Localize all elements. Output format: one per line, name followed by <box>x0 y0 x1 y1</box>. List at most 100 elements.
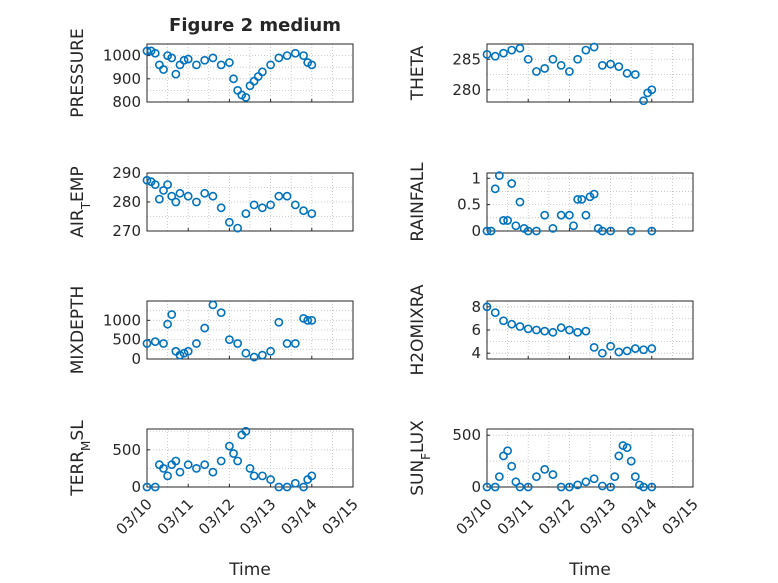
data-point <box>589 189 599 199</box>
data-point <box>224 335 234 345</box>
data-point <box>494 472 504 482</box>
x-tick-label: 03/13 <box>576 495 619 538</box>
data-point <box>154 194 164 204</box>
data-point <box>208 191 218 201</box>
data-point <box>241 348 251 358</box>
data-point <box>565 325 574 335</box>
data-point <box>511 221 521 231</box>
data-point <box>167 53 177 63</box>
panel-2: 280 285 THETA <box>408 42 694 106</box>
data-point <box>589 474 599 484</box>
data-point <box>257 67 267 77</box>
data-point <box>224 58 234 67</box>
data-point <box>626 456 636 466</box>
data-point <box>532 226 541 236</box>
data-point <box>175 350 185 360</box>
x-tick-label: 03/10 <box>113 495 156 538</box>
data-point <box>208 53 218 63</box>
x-tick-label: 03/12 <box>195 495 238 538</box>
y-tick-label: 6 <box>471 321 481 339</box>
y-tick-label: 900 <box>112 70 141 88</box>
data-point <box>290 339 300 348</box>
data-point <box>606 341 615 351</box>
y-axis-label: THETA <box>408 45 428 101</box>
data-point <box>245 464 255 473</box>
data-point <box>183 54 193 64</box>
data-point <box>224 217 234 227</box>
data-point <box>581 477 591 487</box>
data-point <box>290 200 300 210</box>
data-point <box>511 477 521 487</box>
data-point <box>150 337 160 346</box>
data-point <box>282 51 292 60</box>
data-point <box>622 68 632 78</box>
data-point <box>257 350 267 360</box>
data-point <box>159 65 168 74</box>
data-point <box>503 216 512 225</box>
data-point <box>159 464 168 473</box>
data-point <box>622 443 632 453</box>
data-point <box>233 223 243 233</box>
data-point <box>192 464 201 473</box>
x-tick-label: 03/14 <box>617 495 660 538</box>
data-point <box>507 461 517 471</box>
data-point <box>548 470 558 479</box>
y-tick-label: 8 <box>471 298 481 316</box>
data-point <box>299 482 308 492</box>
data-point <box>597 481 607 491</box>
data-point <box>499 48 508 58</box>
data-point <box>523 54 533 64</box>
data-point <box>577 194 587 204</box>
axes-box <box>486 43 694 103</box>
data-point <box>274 53 284 63</box>
axes-box <box>146 300 354 360</box>
data-point <box>597 226 607 236</box>
data-point <box>216 60 226 70</box>
x-tick-label: 03/14 <box>277 495 320 538</box>
data-point <box>179 55 189 65</box>
data-point <box>183 460 193 470</box>
data-point <box>507 179 517 188</box>
data-point <box>630 472 640 482</box>
y-tick-label: 500 <box>112 331 141 349</box>
data-point <box>548 327 558 337</box>
panel-8: 0 500 SUNFLUX 03/1003/1103/1203/1303/1403/1… <box>408 420 702 580</box>
data-point <box>490 308 500 317</box>
data-point <box>515 322 525 331</box>
data-point <box>622 346 632 356</box>
data-point <box>614 451 624 461</box>
series <box>142 175 317 233</box>
data-point <box>142 175 152 185</box>
data-point <box>597 60 607 70</box>
data-point <box>299 206 308 216</box>
y-tick-label: 0.5 <box>457 196 481 214</box>
data-point <box>647 344 657 353</box>
data-point <box>171 69 181 79</box>
data-point <box>274 482 284 492</box>
data-point <box>307 209 317 218</box>
data-point <box>581 45 591 55</box>
data-point <box>249 200 259 210</box>
data-point <box>556 323 566 333</box>
data-point <box>490 51 500 61</box>
data-point <box>142 46 152 56</box>
data-point <box>639 96 648 106</box>
data-point <box>307 60 317 70</box>
data-point <box>523 324 533 334</box>
panel-4: 0 0.5 1 RAINFALL <box>408 162 694 242</box>
data-point <box>515 43 525 53</box>
data-point <box>274 317 284 327</box>
data-point <box>606 226 615 236</box>
x-tick-label: 03/15 <box>319 495 362 538</box>
data-point <box>159 185 168 195</box>
data-point <box>175 188 185 198</box>
x-tick-label: 03/12 <box>535 495 578 538</box>
data-point <box>523 226 533 236</box>
data-point <box>556 210 566 220</box>
data-point <box>630 70 640 79</box>
y-tick-label: 1000 <box>103 47 141 65</box>
plot-area <box>487 44 693 102</box>
data-point <box>556 482 566 492</box>
y-axis-label: TERRMSL <box>68 420 93 497</box>
